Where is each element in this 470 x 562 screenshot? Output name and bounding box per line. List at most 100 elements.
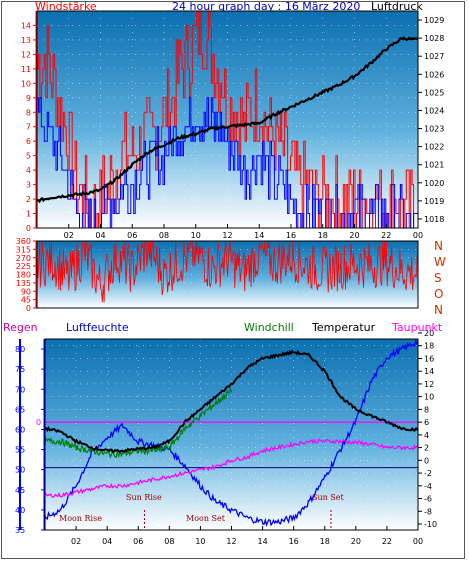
wind-tick-label: 12 — [21, 50, 31, 59]
time-tick-label: 04 — [102, 537, 112, 546]
pressure-series — [36, 36, 419, 204]
time-tick-label: 16 — [289, 537, 299, 546]
wind-direction-series — [36, 241, 419, 303]
wind-tick-label: 1 — [26, 210, 31, 219]
temperature-tick-label: -6 — [424, 495, 432, 504]
humidity-series — [44, 338, 419, 527]
wind-tick-label: 4 — [26, 166, 31, 175]
windchill-series — [44, 387, 233, 459]
wind-tick-label: 2 — [26, 195, 31, 204]
temperature-tick-label: 4 — [424, 431, 429, 440]
pressure-header-label: Luftdruck — [371, 0, 423, 13]
moon-set-marker: Moon Set — [186, 514, 226, 523]
time-tick-label: 00 — [413, 231, 423, 240]
direction-panel-border — [36, 240, 419, 309]
sun-rise-marker: Sun Rise — [126, 493, 162, 502]
temperature-tick-label: -4 — [424, 482, 432, 491]
time-tick-label: 20 — [351, 537, 361, 546]
time-tick-label: 14 — [254, 231, 264, 240]
dir-letter-n-top: N — [434, 239, 443, 253]
time-tick-label: 00 — [413, 537, 423, 546]
time-tick-label: 06 — [133, 537, 143, 546]
pressure-tick-label: 1025 — [424, 88, 444, 97]
time-tick-label: 22 — [382, 537, 392, 546]
direction-tick-label: 135 — [16, 279, 31, 288]
temperature-tick-label: -2 — [424, 469, 432, 478]
pressure-tick-label: 1026 — [424, 70, 444, 79]
pressure-tick-label: 1027 — [424, 52, 444, 61]
pressure-tick-label: 1024 — [424, 106, 444, 115]
wind-tick-label: 10 — [21, 79, 31, 88]
pressure-tick-label: 1019 — [424, 197, 444, 206]
sun-set-marker: Sun Set — [312, 493, 345, 502]
direction-tick-label: 315 — [16, 245, 31, 254]
dewpoint-series — [44, 438, 419, 499]
time-tick-label: 08 — [164, 537, 174, 546]
wind-tick-label: 7 — [26, 123, 31, 132]
climate-panel-bg — [45, 339, 418, 530]
direction-tick-label: 225 — [16, 262, 31, 271]
direction-tick-label: 90 — [21, 287, 31, 296]
wind-tick-label: 14 — [21, 21, 31, 30]
temperature-tick-label: 8 — [424, 405, 429, 414]
wind-tick-label: 5 — [26, 152, 31, 161]
temperature-tick-label: 10 — [424, 393, 434, 402]
chart-axes: 0123456789101112131410181019102010211022… — [15, 11, 444, 546]
temperature-tick-label: -8 — [424, 507, 432, 516]
moon-rise-marker: Moon Rise — [59, 514, 102, 523]
temperature-tick-label: 2 — [424, 444, 429, 453]
taupunkt-label: Taupunkt — [391, 321, 443, 334]
temperature-tick-label: 18 — [424, 342, 434, 351]
dir-letter-s: S — [434, 271, 442, 285]
time-tick-label: 18 — [318, 231, 328, 240]
time-tick-label: 10 — [191, 231, 201, 240]
time-tick-label: 04 — [95, 231, 105, 240]
humidity-tick-label: 35 — [15, 526, 25, 535]
dir-letter-n-bottom: N — [434, 303, 443, 317]
time-tick-label: 02 — [64, 231, 74, 240]
zero-line-label: 0 — [36, 418, 41, 427]
temperature-tick-label: 0 — [424, 456, 429, 465]
windchill-label: Windchill — [244, 321, 294, 334]
direction-tick-label: 180 — [16, 271, 31, 280]
wind-tick-label: 8 — [26, 108, 31, 117]
temperature-tick-label: 16 — [424, 354, 434, 363]
time-tick-label: 20 — [349, 231, 359, 240]
pressure-tick-label: 1022 — [424, 143, 444, 152]
luftfeuchte-label: Luftfeuchte — [66, 321, 129, 334]
wind-tick-label: 13 — [21, 36, 31, 45]
pressure-tick-label: 1023 — [424, 125, 444, 134]
climate-panel-border — [44, 338, 419, 531]
wind-tick-label: 11 — [21, 65, 31, 74]
temperature-series — [44, 349, 419, 454]
graph-title: 24 hour graph day : 16 März 2020 — [172, 0, 360, 13]
chart-marks — [36, 10, 419, 530]
time-tick-label: 14 — [257, 537, 267, 546]
wind-average-series — [37, 97, 418, 229]
pressure-tick-label: 1021 — [424, 161, 444, 170]
regen-label: Regen — [3, 321, 38, 334]
pressure-tick-label: 1020 — [424, 179, 444, 188]
time-tick-label: 06 — [127, 231, 137, 240]
direction-tick-label: 0 — [26, 304, 31, 313]
temperature-tick-label: 20 — [424, 329, 434, 338]
wind-header-label: Windstärke — [35, 0, 97, 13]
wind-tick-label: 0 — [26, 224, 31, 233]
temperatur-label: Temperatur — [311, 321, 376, 334]
time-tick-label: 12 — [226, 537, 236, 546]
wind-tick-label: 9 — [26, 94, 31, 103]
wind-tick-label: 3 — [26, 181, 31, 190]
pressure-tick-label: 1018 — [424, 215, 444, 224]
time-tick-label: 16 — [286, 231, 296, 240]
wind-panel-border — [36, 10, 419, 229]
wind-tick-label: 6 — [26, 137, 31, 146]
time-tick-label: 10 — [195, 537, 205, 546]
direction-tick-label: 45 — [21, 296, 31, 305]
time-tick-label: 22 — [381, 231, 391, 240]
temperature-tick-label: 12 — [424, 380, 434, 389]
dir-letter-o: O — [434, 287, 443, 301]
pressure-tick-label: 1028 — [424, 34, 444, 43]
time-tick-label: 02 — [71, 537, 81, 546]
